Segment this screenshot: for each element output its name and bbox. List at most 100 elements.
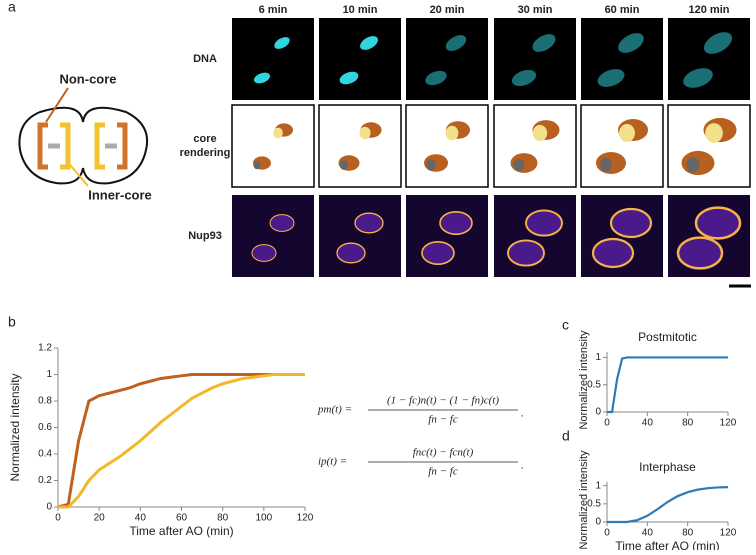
nuclear-rim: [676, 236, 724, 270]
equation-denominator: fn − fc: [428, 466, 458, 478]
panel-label: a: [8, 0, 16, 15]
core-image: [231, 104, 315, 188]
column-header: 20 min: [430, 4, 465, 16]
x-tick-label: 120: [297, 513, 314, 524]
y-tick-label: 0.2: [38, 475, 52, 486]
nup93-image: [232, 195, 314, 277]
y-axis-label: Normalized intensity: [8, 373, 22, 481]
y-tick-label: 0.6: [38, 422, 52, 433]
nucleus: [618, 33, 644, 53]
nuclear-rim: [609, 207, 653, 239]
x-tick-label: 60: [176, 513, 188, 524]
x-tick-label: 120: [720, 528, 737, 539]
x-axis-label: Time after AO (min): [129, 524, 233, 538]
nuclear-rim: [591, 237, 635, 269]
nuclear-rim: [269, 214, 295, 232]
dna-image: [232, 18, 314, 100]
equation-end: .: [521, 460, 524, 472]
inner-core: [532, 124, 548, 142]
core-image: [493, 104, 577, 188]
nup93-image: [406, 195, 488, 277]
y-tick-label: 0.5: [587, 498, 601, 509]
nucleus: [511, 69, 537, 87]
nucleus: [683, 68, 713, 88]
x-tick-label: 120: [720, 418, 737, 429]
equation-lhs: pm(t) =: [317, 404, 352, 416]
y-tick-label: 1: [46, 369, 52, 380]
equation-end: .: [521, 408, 524, 420]
x-tick-label: 0: [604, 418, 610, 429]
dna-image: [581, 18, 663, 100]
nuclear-rim: [507, 239, 545, 267]
nucleus: [445, 35, 467, 51]
equation-numerator: (1 − fc)n(t) − (1 − fn)c(t): [387, 395, 499, 407]
nuclear-rim: [694, 206, 742, 240]
core-image: [405, 104, 489, 188]
nucleus: [274, 37, 290, 49]
nuclear-rim: [354, 212, 384, 234]
equation-lhs: ip(t) =: [318, 456, 347, 468]
nucleus: [703, 32, 733, 54]
nup93-image: [319, 195, 401, 277]
y-axis-label: Normalized intensity: [578, 450, 590, 550]
row-label: DNA: [193, 53, 217, 65]
y-tick-label: 0: [46, 502, 52, 513]
nuclear-rim: [525, 209, 563, 237]
row-label: Nup93: [188, 230, 222, 242]
y-tick-label: 0.4: [38, 449, 52, 460]
inner-core: [273, 127, 283, 139]
core-image: [580, 104, 664, 188]
data-line: [57, 373, 305, 509]
data-line: [58, 373, 305, 509]
column-header: 60 min: [605, 4, 640, 16]
inner-core: [686, 157, 700, 173]
equation-numerator: fnc(t) − fcn(t): [413, 447, 474, 459]
y-tick-label: 0.5: [587, 379, 601, 390]
inner-core: [253, 160, 261, 170]
nuclear-rim: [439, 211, 473, 236]
inner-core: [426, 159, 436, 171]
x-tick-label: 40: [642, 528, 654, 539]
dna-image: [406, 18, 488, 100]
chart-title: Interphase: [639, 460, 696, 474]
x-tick-label: 80: [682, 528, 694, 539]
x-tick-label: 80: [682, 418, 694, 429]
nuclear-rim: [336, 242, 366, 264]
inner-core: [513, 158, 525, 172]
inner-core: [445, 125, 459, 141]
nuclear-rim: [251, 244, 277, 262]
core-image: [667, 104, 751, 188]
row-label: core: [193, 133, 216, 145]
x-tick-label: 100: [255, 513, 272, 524]
nucleus-diagram: [18, 87, 148, 187]
x-tick-label: 0: [55, 513, 61, 524]
core-image: [318, 104, 402, 188]
y-tick-label: 1: [595, 352, 601, 363]
panel-label: c: [562, 317, 569, 333]
nucleus: [597, 69, 625, 87]
inner-core: [359, 126, 371, 140]
x-tick-label: 0: [604, 528, 610, 539]
equation-denominator: fn − fc: [428, 414, 458, 426]
row-label: rendering: [180, 147, 231, 159]
x-tick-label: 20: [94, 513, 106, 524]
chart-title: Postmitotic: [638, 330, 697, 344]
y-tick-label: 1.2: [38, 343, 52, 354]
nucleus: [339, 71, 359, 85]
y-tick-label: 0.8: [38, 396, 52, 407]
dna-image: [494, 18, 576, 100]
column-header: 30 min: [518, 4, 553, 16]
inner-core: [600, 158, 612, 172]
y-tick-label: 0: [595, 517, 601, 528]
y-tick-label: 0: [595, 407, 601, 418]
non-core-label: Non-core: [59, 71, 116, 86]
inner-core: [339, 160, 349, 170]
x-tick-label: 40: [135, 513, 147, 524]
column-header: 10 min: [343, 4, 378, 16]
nucleus: [532, 34, 556, 52]
dna-image: [319, 18, 401, 100]
column-header: 120 min: [689, 4, 730, 16]
data-line: [607, 356, 728, 414]
dna-image: [668, 18, 750, 100]
